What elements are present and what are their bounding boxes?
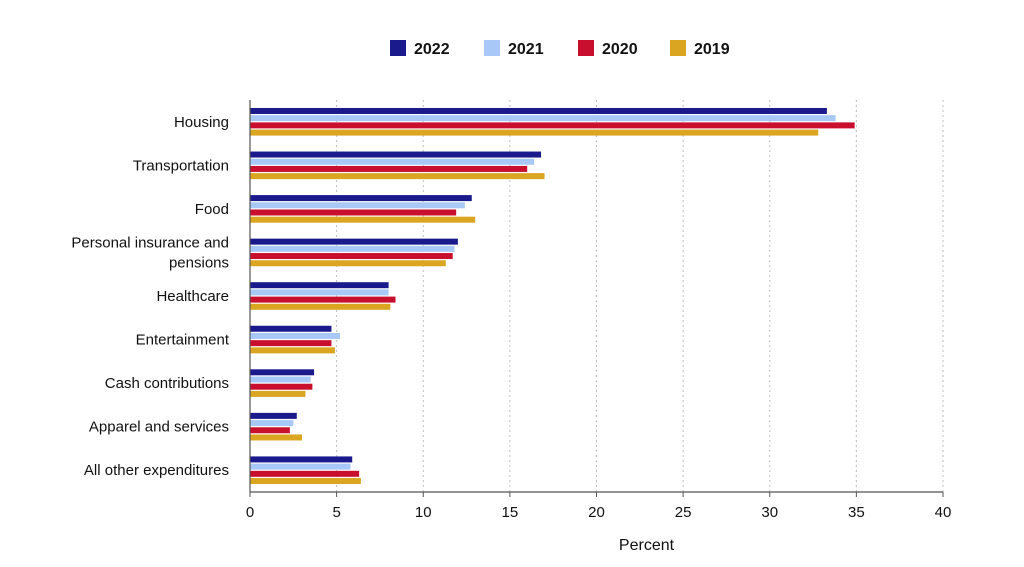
bar-2021-5 <box>250 332 341 339</box>
x-tick-label-25: 25 <box>675 504 692 521</box>
legend-item-2020: 2020 <box>578 40 638 58</box>
bar-2020-4 <box>250 296 396 303</box>
category-label-0: Housing <box>174 114 229 131</box>
bar-2020-2 <box>250 209 457 216</box>
bar-2022-2 <box>250 195 472 202</box>
legend-label-2021: 2021 <box>508 41 544 58</box>
category-labels: Housing Transportation Food Personal insura… <box>71 114 229 479</box>
bar-2021-8 <box>250 463 351 470</box>
legend-item-2022: 2022 <box>390 40 450 58</box>
bar-2022-5 <box>250 325 332 332</box>
legend-swatch-2022 <box>390 40 406 56</box>
legend-label-2019: 2019 <box>694 41 730 58</box>
legend-item-2019: 2019 <box>670 40 730 58</box>
bar-2019-2 <box>250 216 476 223</box>
x-tick-label-20: 20 <box>588 504 605 521</box>
bar-2019-1 <box>250 173 545 180</box>
x-tick-label-40: 40 <box>935 504 952 521</box>
x-tick-label-30: 30 <box>761 504 778 521</box>
bar-2021-3 <box>250 245 455 252</box>
legend-swatch-2019 <box>670 40 686 56</box>
category-label-8: All other expenditures <box>84 462 229 479</box>
bar-group-1 <box>250 151 545 180</box>
bar-2020-1 <box>250 165 528 172</box>
legend-label-2022: 2022 <box>414 41 450 58</box>
category-label-3: Personal insurance and pensions <box>71 234 229 271</box>
category-label-2: Food <box>195 201 229 218</box>
bar-2020-7 <box>250 427 290 434</box>
bar-2019-0 <box>250 129 819 136</box>
axes <box>249 100 944 497</box>
bar-2020-5 <box>250 340 332 347</box>
x-tick-label-35: 35 <box>848 504 865 521</box>
bar-2020-0 <box>250 122 855 129</box>
bar-2021-6 <box>250 376 311 383</box>
x-axis-title: Percent <box>619 537 675 554</box>
bar-group-7 <box>250 412 302 441</box>
bar-2020-6 <box>250 383 313 390</box>
gridlines <box>336 100 944 492</box>
bar-group-2 <box>250 195 476 223</box>
legend-swatch-2020 <box>578 40 594 56</box>
bar-2019-7 <box>250 434 302 441</box>
bar-group-3 <box>250 238 458 267</box>
legend-item-2021: 2021 <box>484 40 544 58</box>
category-label-1: Transportation <box>133 157 229 174</box>
bar-2019-8 <box>250 478 361 485</box>
bar-2021-2 <box>250 202 465 209</box>
bar-group-6 <box>250 369 315 397</box>
bar-2021-1 <box>250 158 535 165</box>
x-tick-label-5: 5 <box>332 504 340 521</box>
bar-2019-5 <box>250 347 335 354</box>
bar-2022-4 <box>250 282 389 289</box>
bar-2022-0 <box>250 107 827 114</box>
bar-group-5 <box>250 325 341 354</box>
legend: 2022 2021 2020 2019 <box>390 40 730 58</box>
bar-2019-4 <box>250 303 391 310</box>
legend-swatch-2021 <box>484 40 500 56</box>
bar-2020-8 <box>250 470 360 477</box>
bar-2021-0 <box>250 115 836 122</box>
bar-group-8 <box>250 456 361 485</box>
x-tick-label-15: 15 <box>502 504 519 521</box>
bar-2019-3 <box>250 260 446 267</box>
bar-2020-3 <box>250 253 453 260</box>
bar-2021-4 <box>250 289 389 296</box>
bar-2022-3 <box>250 238 458 245</box>
bar-2022-8 <box>250 456 353 463</box>
bar-2022-7 <box>250 412 297 419</box>
tick-labels: 0 5 10 15 20 25 30 35 40 <box>246 504 952 521</box>
bar-2022-1 <box>250 151 542 158</box>
legend-label-2020: 2020 <box>602 41 638 58</box>
bar-group-0 <box>250 107 855 136</box>
x-tick-label-0: 0 <box>246 504 254 521</box>
bar-2021-7 <box>250 420 294 427</box>
category-label-6: Cash contributions <box>105 375 229 392</box>
bar-group-4 <box>250 282 396 310</box>
category-label-5: Entertainment <box>136 332 230 349</box>
category-label-4: Healthcare <box>156 288 229 305</box>
bar-2019-6 <box>250 390 306 397</box>
category-label-7: Apparel and services <box>89 419 229 436</box>
bar-2022-6 <box>250 369 315 376</box>
x-tick-label-10: 10 <box>415 504 432 521</box>
bars <box>250 107 855 485</box>
